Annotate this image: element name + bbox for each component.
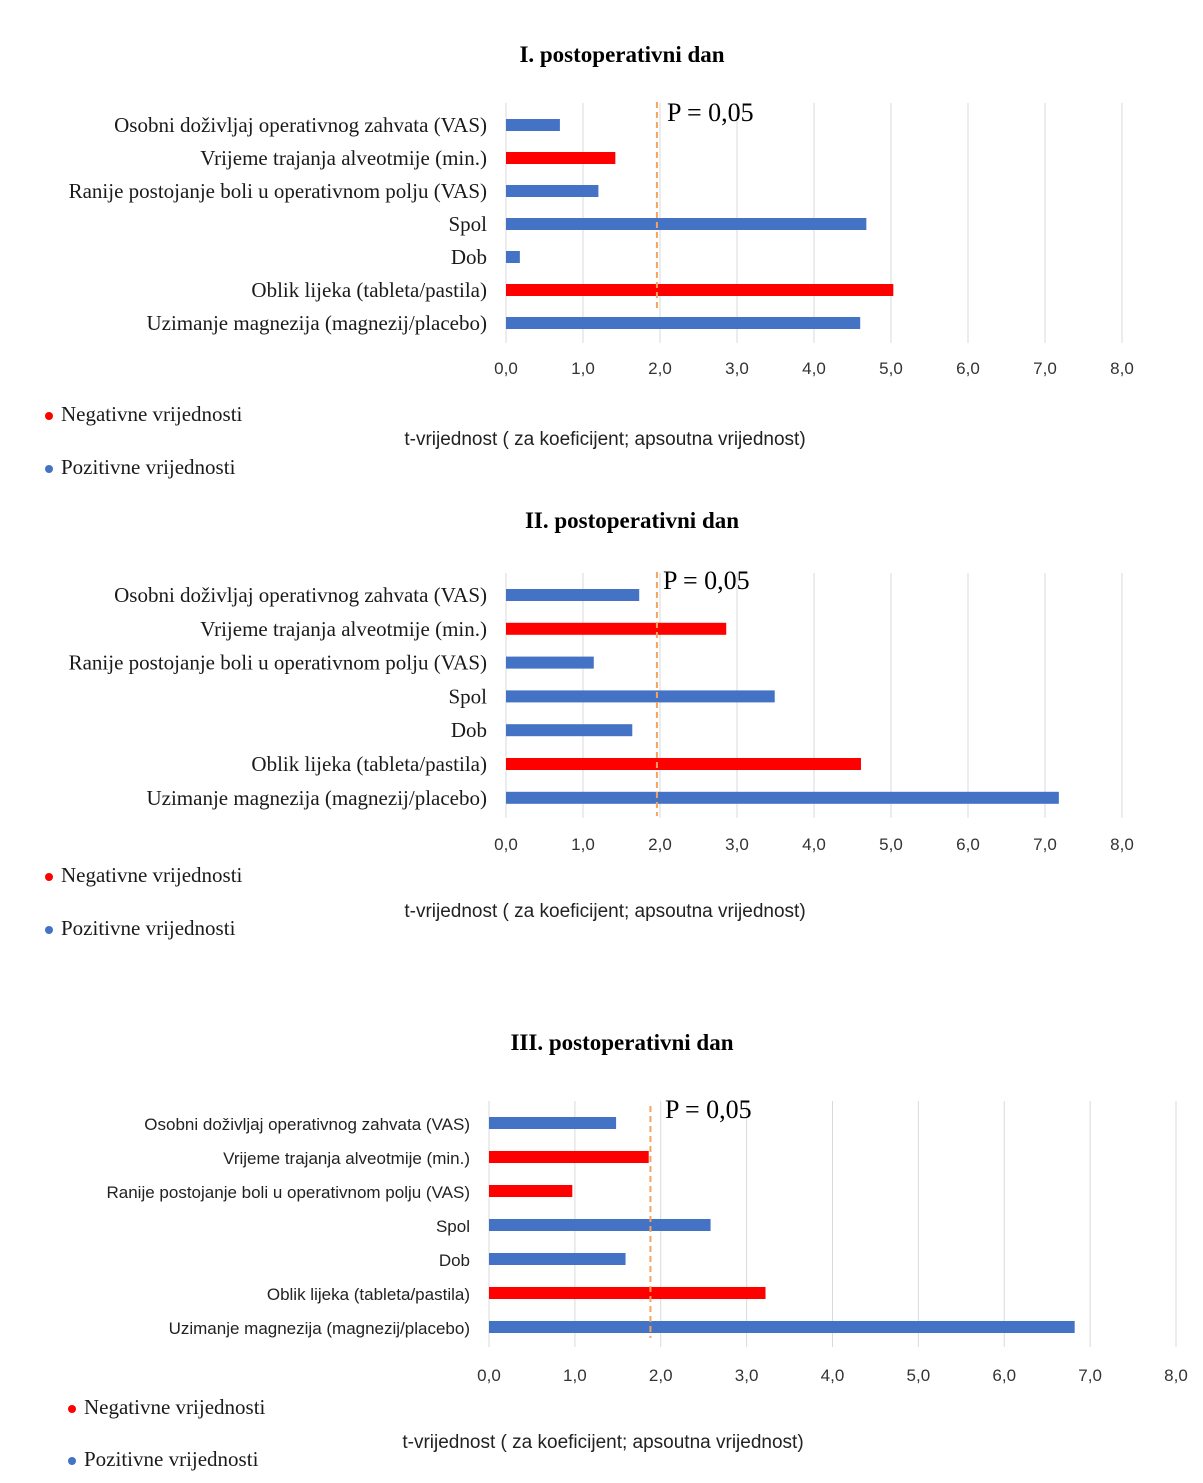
- legend-marker: [45, 926, 53, 934]
- category-label: Vrijeme trajanja alveotmije (min.): [223, 1149, 470, 1168]
- bar: [489, 1253, 626, 1265]
- x-tick-label: 2,0: [648, 359, 672, 378]
- category-label: Ranije postojanje boli u operativnom pol…: [107, 1183, 471, 1202]
- bar: [506, 724, 633, 737]
- x-tick-label: 7,0: [1078, 1366, 1102, 1385]
- category-label: Dob: [451, 718, 487, 742]
- category-label: Osobni doživljaj operativnog zahvata (VA…: [114, 583, 487, 607]
- category-label: Osobni doživljaj operativnog zahvata (VA…: [144, 1115, 470, 1134]
- x-tick-label: 2,0: [648, 835, 672, 854]
- category-label: Dob: [451, 245, 487, 269]
- bar: [489, 1185, 573, 1197]
- x-tick-label: 1,0: [571, 359, 595, 378]
- category-label: Uzimanje magnezija (magnezij/placebo): [146, 786, 487, 810]
- category-label: Oblik lijeka (tableta/pastila): [267, 1285, 470, 1304]
- x-tick-label: 7,0: [1033, 835, 1057, 854]
- bar: [489, 1117, 617, 1129]
- category-label: Oblik lijeka (tableta/pastila): [251, 278, 487, 302]
- x-tick-label: 1,0: [571, 835, 595, 854]
- bar: [506, 119, 560, 131]
- significance-label: P = 0,05: [665, 1095, 752, 1124]
- significance-label: P = 0,05: [663, 566, 750, 595]
- category-label: Dob: [439, 1251, 470, 1270]
- category-label: Ranije postojanje boli u operativnom pol…: [69, 651, 487, 675]
- legend-marker: [68, 1405, 76, 1413]
- category-label: Vrijeme trajanja alveotmije (min.): [200, 146, 487, 170]
- bar: [506, 284, 894, 296]
- category-label: Uzimanje magnezija (magnezij/placebo): [169, 1319, 470, 1338]
- legend-marker: [68, 1457, 76, 1465]
- category-label: Spol: [448, 684, 487, 708]
- bar: [489, 1151, 649, 1163]
- legend-label: Pozitivne vrijednosti: [84, 1447, 259, 1471]
- bar: [506, 690, 775, 703]
- x-tick-label: 4,0: [802, 835, 826, 854]
- x-tick-label: 0,0: [477, 1366, 501, 1385]
- chart-panel-1: I. postoperativni dan 0,0 1,0 2,0 3,0 4,0 5,0 6…: [8, 8, 1158, 479]
- x-tick-label: 6,0: [956, 835, 980, 854]
- x-tick-label: 0,0: [494, 359, 518, 378]
- chart-title: II. postoperativni dan: [525, 508, 739, 533]
- category-label: Osobni doživljaj operativnog zahvata (VA…: [114, 113, 487, 137]
- x-tick-label: 7,0: [1033, 359, 1057, 378]
- bar: [506, 218, 867, 230]
- x-tick-label: 3,0: [725, 835, 749, 854]
- bar: [506, 622, 727, 635]
- significance-label: P = 0,05: [667, 98, 754, 127]
- x-tick-label: 3,0: [735, 1366, 759, 1385]
- legend-label: Negativne vrijednosti: [84, 1395, 266, 1419]
- bar: [506, 251, 520, 263]
- bar: [506, 185, 599, 197]
- bar: [489, 1219, 711, 1231]
- x-tick-label: 8,0: [1110, 359, 1134, 378]
- legend-marker: [45, 873, 53, 881]
- category-label: Ranije postojanje boli u operativnom pol…: [69, 179, 487, 203]
- legend-marker: [45, 465, 53, 473]
- x-tick-label: 6,0: [956, 359, 980, 378]
- x-tick-label: 8,0: [1110, 835, 1134, 854]
- bar: [506, 758, 861, 770]
- bar: [506, 791, 1059, 804]
- legend-label: Pozitivne vrijednosti: [61, 455, 236, 479]
- x-tick-label: 5,0: [879, 359, 903, 378]
- x-tick-label: 1,0: [563, 1366, 587, 1385]
- x-tick-label: 4,0: [802, 359, 826, 378]
- bar: [489, 1321, 1075, 1333]
- chart-panel-2: II. postoperativni dan 0,0 1,0 2,0 3,0 4,0 5,0…: [8, 482, 1158, 940]
- x-tick-label: 3,0: [725, 359, 749, 378]
- category-label: Oblik lijeka (tableta/pastila): [251, 752, 487, 776]
- legend-label: Negativne vrijednosti: [61, 402, 243, 426]
- bar: [506, 152, 616, 164]
- category-label: Spol: [448, 212, 487, 236]
- bar: [506, 317, 861, 329]
- category-label: Spol: [436, 1217, 470, 1236]
- x-tick-label: 2,0: [649, 1366, 673, 1385]
- chart-panel-3: III. postoperativni dan 0,0 1,0 2,0 3,0 4,0 5,…: [8, 1012, 1188, 1483]
- category-label: Uzimanje magnezija (magnezij/placebo): [146, 311, 487, 335]
- x-tick-label: 5,0: [879, 835, 903, 854]
- bar: [506, 589, 640, 601]
- x-axis-label: t-vrijednost ( za koeficijent; apsoutna …: [404, 901, 805, 922]
- x-tick-label: 0,0: [494, 835, 518, 854]
- legend-marker: [45, 412, 53, 420]
- legend-label: Negativne vrijednosti: [61, 863, 243, 887]
- x-axis-label: t-vrijednost ( za koeficijent; apsoutna …: [404, 429, 805, 450]
- x-tick-label: 4,0: [821, 1366, 845, 1385]
- category-label: Vrijeme trajanja alveotmije (min.): [200, 617, 487, 641]
- x-tick-label: 8,0: [1164, 1366, 1188, 1385]
- x-tick-label: 5,0: [907, 1366, 931, 1385]
- bar: [489, 1287, 766, 1299]
- chart-title: I. postoperativni dan: [519, 42, 724, 67]
- x-axis-label: t-vrijednost ( za koeficijent; apsoutna …: [402, 1432, 803, 1453]
- bar: [506, 656, 594, 669]
- x-tick-label: 6,0: [992, 1366, 1016, 1385]
- legend-label: Pozitivne vrijednosti: [61, 916, 236, 940]
- chart-title: III. postoperativni dan: [510, 1030, 733, 1055]
- chart-panel-background: [8, 1012, 1158, 1483]
